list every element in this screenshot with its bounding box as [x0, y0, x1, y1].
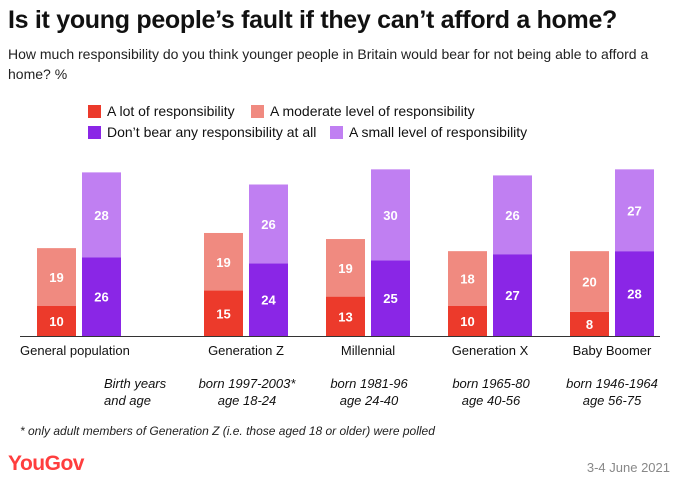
bar-general-population-a-small-level-of-responsibility: [82, 172, 121, 258]
group-note-millennial: born 1981-96 age 24-40: [304, 375, 434, 409]
bar-generation-z-a-moderate-level-of-responsibility: [204, 232, 243, 291]
bar-generation-x-don-t-bear-any-responsibility-at-all: [493, 254, 532, 336]
birth-years-label-line1: Birth years: [104, 376, 167, 391]
group-age-millennial: age 24-40: [339, 393, 399, 408]
bar-generation-z-don-t-bear-any-responsibility-at-all: [249, 263, 288, 336]
bar-general-population-don-t-bear-any-responsibility-at-all: [82, 257, 121, 336]
data-label-baby-boomer-a-moderate-level-of-responsibility: 20: [582, 274, 596, 289]
data-label-generation-z-don-t-bear-any-responsibility-at-all: 24: [261, 293, 276, 308]
legend-label-a-lot: A lot of responsibility: [107, 103, 235, 119]
bar-baby-boomer-don-t-bear-any-responsibility-at-all: [615, 251, 654, 336]
category-label-generation-x: Generation X: [452, 343, 529, 358]
group-note-gen-z: born 1997-2003* age 18-24: [182, 375, 312, 409]
data-label-generation-z-a-small-level-of-responsibility: 26: [261, 217, 275, 232]
legend-swatch-none: [88, 125, 101, 139]
bar-generation-x-a-small-level-of-responsibility: [493, 175, 532, 255]
data-label-baby-boomer-a-lot-of-responsibility: 8: [586, 317, 593, 332]
legend-swatch-a-lot: [88, 104, 101, 118]
category-label-millennial: Millennial: [341, 343, 395, 358]
legend-label-small: A small level of responsibility: [349, 124, 528, 140]
legend-swatch-moderate: [251, 104, 264, 118]
bar-baby-boomer-a-small-level-of-responsibility: [615, 169, 654, 252]
bar-generation-x-a-lot-of-responsibility: [448, 305, 487, 336]
legend-item-none: Don’t bear any responsibility at all: [88, 124, 316, 140]
legend-item-moderate: A moderate level of responsibility: [251, 103, 475, 119]
bar-millennial-don-t-bear-any-responsibility-at-all: [371, 260, 410, 336]
chart-subtitle: How much responsibility do you think you…: [8, 46, 649, 82]
yougov-logo: YouGov: [8, 452, 84, 475]
group-note-gen-x: born 1965-80 age 40-56: [426, 375, 556, 409]
data-label-general-population-a-lot-of-responsibility: 10: [49, 314, 63, 329]
group-birth-millennial: born 1981-96: [330, 376, 408, 391]
group-birth-boomer: born 1946-1964: [566, 376, 658, 391]
data-label-general-population-a-moderate-level-of-responsibility: 19: [49, 270, 63, 285]
data-label-generation-x-don-t-bear-any-responsibility-at-all: 27: [505, 288, 519, 303]
data-label-generation-z-a-lot-of-responsibility: 15: [216, 306, 230, 321]
bar-baby-boomer-a-lot-of-responsibility: [570, 311, 609, 336]
bar-generation-z-a-small-level-of-responsibility: [249, 184, 288, 264]
legend-item-small: A small level of responsibility: [330, 124, 527, 140]
group-age-gen-x: age 40-56: [461, 393, 521, 408]
bar-general-population-a-moderate-level-of-responsibility: [37, 248, 76, 306]
legend-label-moderate: A moderate level of responsibility: [270, 103, 475, 119]
birth-years-label: Birth years and age: [104, 375, 166, 409]
data-label-baby-boomer-don-t-bear-any-responsibility-at-all: 28: [627, 287, 641, 302]
category-label-generation-z: Generation Z: [208, 343, 284, 358]
category-label-baby-boomer: Baby Boomer: [573, 343, 652, 358]
chart-title: Is it young people’s fault if they can’t…: [8, 6, 618, 34]
data-label-generation-x-a-lot-of-responsibility: 10: [460, 314, 474, 329]
data-label-generation-z-a-moderate-level-of-responsibility: 19: [216, 255, 230, 270]
data-label-baby-boomer-a-small-level-of-responsibility: 27: [627, 203, 641, 218]
group-birth-gen-z: born 1997-2003*: [198, 376, 296, 391]
bar-millennial-a-moderate-level-of-responsibility: [326, 239, 365, 297]
group-note-boomer: born 1946-1964 age 56-75: [547, 375, 677, 409]
data-label-millennial-don-t-bear-any-responsibility-at-all: 25: [383, 291, 397, 306]
legend-label-none: Don’t bear any responsibility at all: [107, 124, 317, 140]
data-label-generation-x-a-moderate-level-of-responsibility: 18: [460, 271, 474, 286]
bar-general-population-a-lot-of-responsibility: [37, 305, 76, 336]
legend-swatch-small: [330, 125, 343, 139]
data-label-general-population-don-t-bear-any-responsibility-at-all: 26: [94, 290, 108, 305]
group-birth-gen-x: born 1965-80: [452, 376, 530, 391]
legend-item-a-lot: A lot of responsibility: [88, 103, 235, 119]
data-label-millennial-a-lot-of-responsibility: 13: [338, 309, 352, 324]
category-label-general-population: General population: [20, 343, 130, 358]
data-label-general-population-a-small-level-of-responsibility: 28: [94, 208, 108, 223]
bar-baby-boomer-a-moderate-level-of-responsibility: [570, 251, 609, 312]
data-label-millennial-a-small-level-of-responsibility: 30: [383, 208, 397, 223]
bar-generation-x-a-moderate-level-of-responsibility: [448, 251, 487, 306]
group-age-boomer: age 56-75: [582, 393, 642, 408]
bar-millennial-a-small-level-of-responsibility: [371, 169, 410, 261]
group-age-gen-z: age 18-24: [217, 393, 277, 408]
survey-date: 3-4 June 2021: [586, 460, 670, 475]
bar-millennial-a-lot-of-responsibility: [326, 296, 365, 336]
footnote: * only adult members of Generation Z (i.…: [20, 424, 435, 438]
data-label-generation-x-a-small-level-of-responsibility: 26: [505, 208, 519, 223]
data-label-millennial-a-moderate-level-of-responsibility: 19: [338, 261, 352, 276]
birth-years-label-line2: and age: [104, 393, 151, 408]
bar-generation-z-a-lot-of-responsibility: [204, 290, 243, 336]
